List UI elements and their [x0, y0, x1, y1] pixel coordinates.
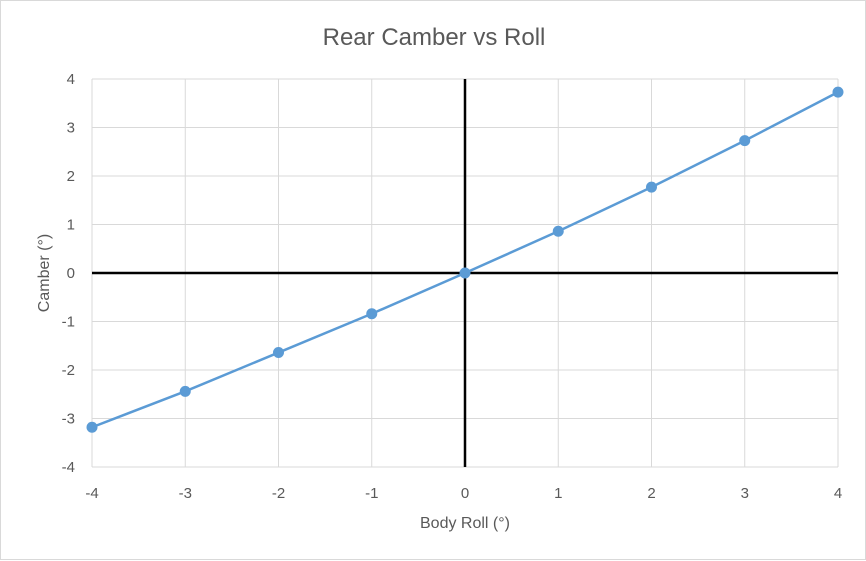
y-tick-label: 1	[67, 217, 75, 234]
y-tick-label: -3	[62, 411, 75, 428]
y-tick-label: -4	[62, 459, 75, 476]
x-tick-label: -4	[85, 485, 98, 502]
x-tick-label: -1	[365, 485, 378, 502]
y-tick-label: 0	[67, 265, 75, 282]
x-tick-label: 0	[461, 485, 469, 502]
x-tick-label: 3	[741, 485, 749, 502]
data-point	[179, 385, 191, 397]
y-tick-label: 4	[67, 71, 75, 88]
data-point	[366, 308, 378, 320]
series-group	[86, 86, 844, 433]
data-point	[86, 421, 98, 433]
data-point	[459, 267, 471, 279]
data-point	[832, 86, 844, 98]
data-point	[273, 347, 284, 359]
x-tick-label: -3	[179, 485, 192, 502]
y-tick-label: 3	[67, 120, 75, 137]
data-point	[739, 135, 751, 147]
data-point	[552, 225, 564, 237]
x-tick-label: 4	[834, 485, 842, 502]
y-tick-label: -1	[62, 314, 75, 331]
y-tick-label: 2	[67, 168, 75, 185]
chart-title: Rear Camber vs Roll	[323, 24, 546, 51]
y-tick-label: -2	[62, 362, 75, 379]
x-tick-label: 1	[554, 485, 562, 502]
x-tick-label: -2	[272, 485, 285, 502]
data-point	[646, 181, 657, 193]
x-axis-label: Body Roll (°)	[420, 515, 510, 532]
x-tick-labels: -4 -3 -2 -1 0 1 2 3 4	[85, 485, 842, 502]
x-tick-label: 2	[647, 485, 655, 502]
y-tick-labels: -4 -3 -2 -1 0 1 2 3 4	[62, 71, 75, 476]
y-axis-label: Camber (°)	[36, 234, 53, 312]
